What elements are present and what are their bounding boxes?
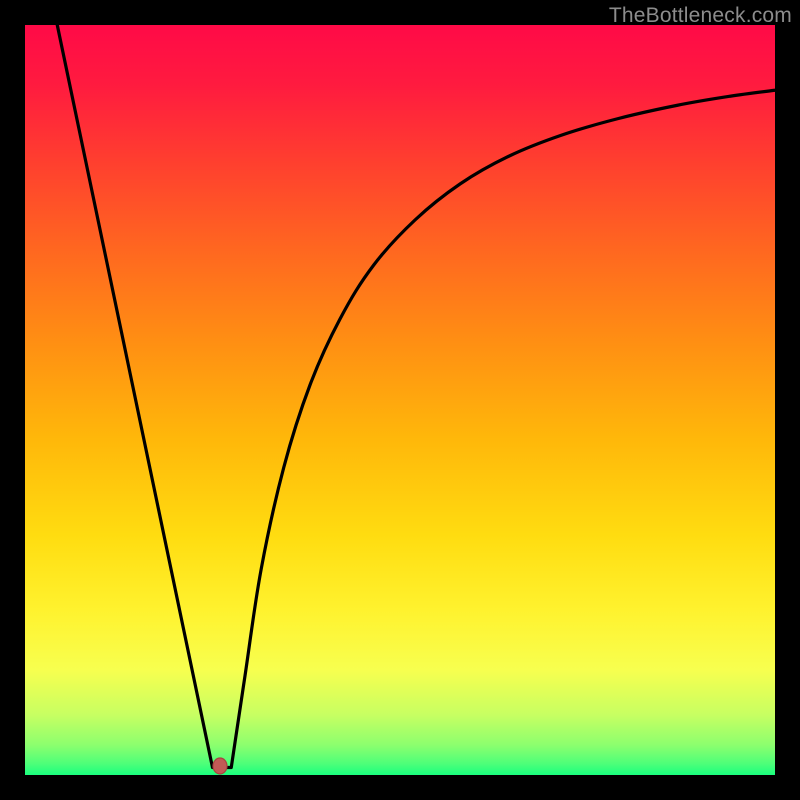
optimal-point-marker [213,758,227,774]
plot-background [25,25,775,775]
chart-svg [0,0,800,800]
chart-stage: TheBottleneck.com [0,0,800,800]
watermark-text: TheBottleneck.com [609,4,792,28]
